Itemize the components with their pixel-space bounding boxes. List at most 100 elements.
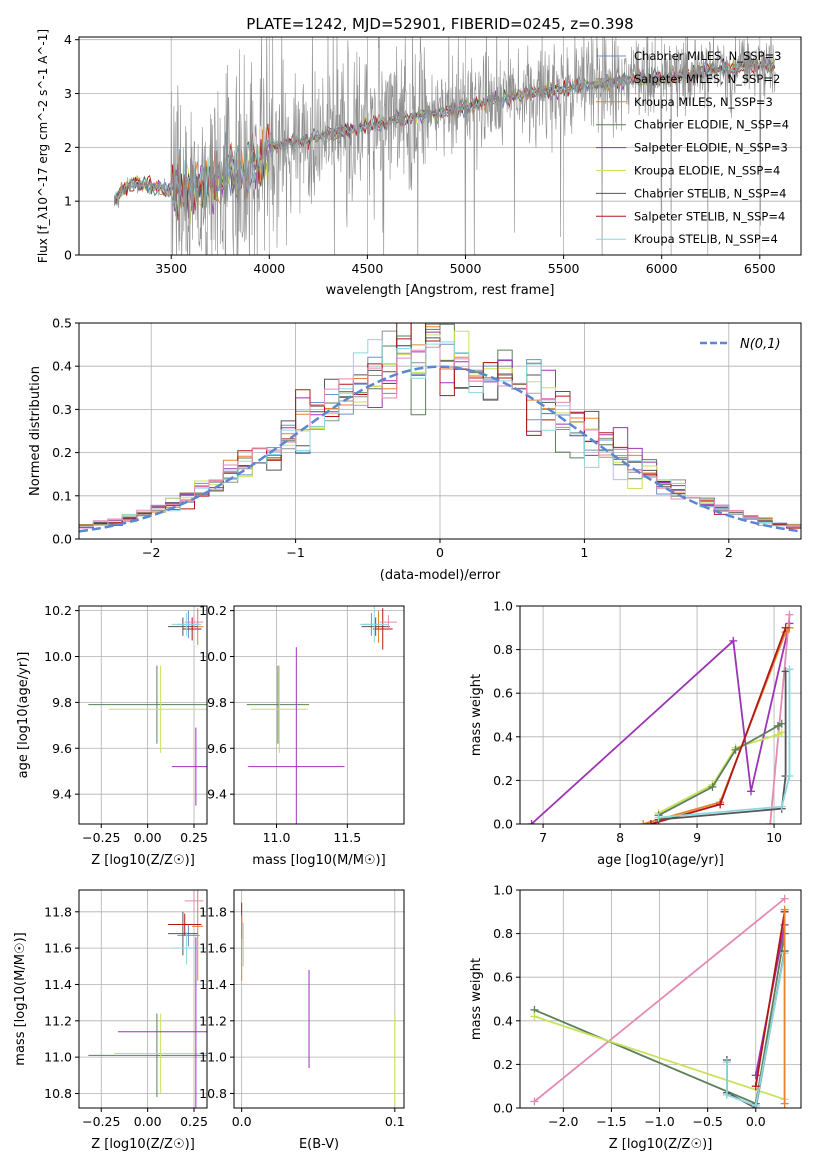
weight_vs_z-marker [530, 1097, 539, 1106]
age_vs_mass-point-4 [379, 615, 397, 629]
mass_vs_ebv-panel: 0.0 0.1 10.8 11.0 11.2 11.4 11.6 11.8 E(B-V) [199, 889, 405, 1152]
age_vs_mass-point-2 [361, 617, 390, 636]
weight_vs_age-marker [785, 610, 794, 619]
residuals-xtick-label: −2 [142, 545, 160, 560]
spectrum-xtick-label: 4000 [253, 261, 285, 276]
weight_vs_age-ytick-label: 0.8 [493, 642, 513, 657]
weight_vs_age-marker [527, 820, 536, 824]
weight_vs_age-xlabel: age [log10(age/yr)] [597, 853, 724, 868]
weight_vs_age-panel: 7 8 9 10 0.0 0.2 0.4 0.6 0.8 1.0 age [log10(age/yr… [469, 599, 802, 868]
weight_vs_z-ytick-label: 0.8 [493, 926, 513, 941]
mass_vs_z-xlabel: Z [log10(Z/Z☉)] [91, 1137, 195, 1152]
weight_vs_age-xtick-label: 9 [693, 830, 701, 845]
legend-label: Kroupa STELIB, N_SSP=4 [634, 232, 778, 246]
legend-label: N(0,1) [740, 337, 781, 352]
spectrum-ytick-label: 4 [64, 32, 72, 47]
age_vs_mass-xlabel: mass [log10(M/M☉)] [252, 853, 385, 868]
residuals-ylabel: Normed distribution [28, 366, 43, 496]
weight_vs_age-marker [639, 820, 648, 824]
weight_vs_z-xtick-label: −1.0 [644, 1114, 674, 1129]
mass_vs_z-ytick-label: 10.8 [44, 1086, 72, 1101]
mass_vs_z-point-7 [114, 1013, 207, 1094]
age_vs_mass-plot-area [246, 606, 397, 824]
gaussian-curve [79, 365, 801, 533]
weight_vs_z-xtick-label: 0.0 [746, 1114, 766, 1129]
weight_vs_age-ylabel: mass weight [469, 674, 484, 756]
weight_vs_age-marker [777, 802, 786, 811]
mass_vs_z-point-3 [168, 913, 202, 936]
spectrum-xtick-label: 3500 [155, 261, 187, 276]
weight_vs_age-marker [716, 800, 725, 809]
spectrum-xlabel: wavelength [Angstrom, rest frame] [326, 283, 555, 298]
weight_vs_age-marker [766, 820, 775, 824]
residuals-ytick-label: 0.2 [52, 445, 72, 460]
age_vs_mass-frame [233, 605, 405, 825]
age_vs_mass-xtick-label: 11.0 [263, 830, 291, 845]
mass_vs_ebv-ytick-label: 11.2 [199, 1013, 227, 1028]
weight_vs_z-panel: −2.0 −1.5 −1.0 −0.5 0.0 0.0 0.2 0.4 0.6 0.8 1.0 Z [… [469, 883, 802, 1152]
mass_vs_z-point-1 [192, 890, 204, 981]
spectrum-ytick-label: 1 [64, 194, 72, 209]
legend-label: Salpeter MILES, N_SSP=2 [634, 72, 780, 86]
age_vs_z-point-6 [88, 665, 207, 744]
residuals-xtick-label: 0 [436, 545, 444, 560]
spectrum-ytick-label: 0 [64, 248, 72, 263]
weight_vs_age-ytick-label: 0.2 [493, 773, 513, 788]
weight_vs_z-ytick-label: 0.6 [493, 970, 513, 985]
age_vs_mass-point-6 [246, 665, 310, 744]
weight_vs_age-plot-area [527, 610, 794, 824]
age_vs_z-xtick-label: −0.25 [82, 830, 120, 845]
age_vs_mass-ytick-label: 9.8 [207, 695, 227, 710]
legend-label: Kroupa ELODIE, N_SSP=4 [634, 164, 780, 178]
residuals-xtick-label: −1 [286, 545, 304, 560]
weight_vs_age-series-1 [769, 614, 791, 824]
weight_vs_z-marker [780, 894, 789, 903]
spectrum-data-line [114, 37, 776, 255]
weight_vs_age-ytick-label: 1.0 [493, 599, 513, 614]
weight_vs_z-xtick-label: −2.0 [548, 1114, 578, 1129]
mass_vs_z-xtick-label: 0.00 [134, 1114, 162, 1129]
age_vs_z-ytick-label: 10.0 [44, 649, 72, 664]
age_vs_z-point-3 [182, 617, 202, 641]
residuals-plot-area [79, 323, 801, 539]
mass_vs_z-point-5 [171, 931, 202, 965]
age_vs_z-ytick-label: 9.6 [52, 741, 72, 756]
residuals-ytick-label: 0.1 [52, 488, 72, 503]
age_vs_mass-ytick-label: 9.4 [207, 787, 227, 802]
mass_vs_z-ytick-label: 11.4 [44, 977, 72, 992]
spectrum-title: PLATE=1242, MJD=52901, FIBERID=0245, z=0… [246, 15, 633, 33]
weight_vs_z-marker [530, 1012, 539, 1021]
age_vs_z-ylabel: age [log10(age/yr)] [16, 652, 31, 779]
mass_vs_z-frame [78, 889, 208, 1109]
residuals-legend: N(0,1) [700, 337, 781, 352]
weight_vs_z-xtick-label: −0.5 [692, 1114, 722, 1129]
residuals-xtick-label: 1 [580, 545, 588, 560]
spectrum-panel: 3500 4000 4500 5000 5500 6000 6500 0 1 2 3 4 PLATE=1… [36, 15, 802, 298]
weight_vs_age-marker [729, 636, 738, 645]
spectrum-xtick-label: 5000 [450, 261, 482, 276]
weight_vs_age-marker [654, 813, 663, 822]
age_vs_z-xtick-label: 0.00 [134, 830, 162, 845]
residuals-ytick-label: 0.3 [52, 402, 72, 417]
age_vs_z-point-8 [171, 727, 207, 806]
age_vs_mass-xtick-label: 11.5 [333, 830, 361, 845]
age_vs_mass-point-8 [248, 647, 345, 824]
spectrum-ylabel: Flux [f_λ10^-17 erg cm^-2 s^-1 A^-1] [36, 29, 50, 263]
weight_vs_age-marker [731, 745, 740, 754]
mass_vs_ebv-xlabel: E(B-V) [299, 1137, 339, 1152]
weight_vs_age-marker [785, 772, 794, 781]
residuals-xlabel: (data-model)/error [380, 568, 501, 583]
spectrum-plot-area [113, 37, 776, 255]
weight_vs_z-marker [722, 1058, 731, 1067]
mass_vs_ebv-plot-area [241, 902, 396, 1107]
weight_vs_age-marker [785, 665, 794, 674]
spectrum-xtick-label: 5500 [548, 261, 580, 276]
weight_vs_age-ytick-label: 0.0 [493, 817, 513, 832]
mass_vs_z-point-8 [117, 937, 207, 1108]
mass_vs_ebv-ytick-label: 11.6 [199, 941, 227, 956]
weight_vs_age-ytick-label: 0.6 [493, 686, 513, 701]
age_vs_mass-ytick-label: 9.6 [207, 741, 227, 756]
weight_vs_z-ytick-label: 1.0 [493, 883, 513, 898]
age_vs_mass-point-7 [251, 665, 308, 753]
